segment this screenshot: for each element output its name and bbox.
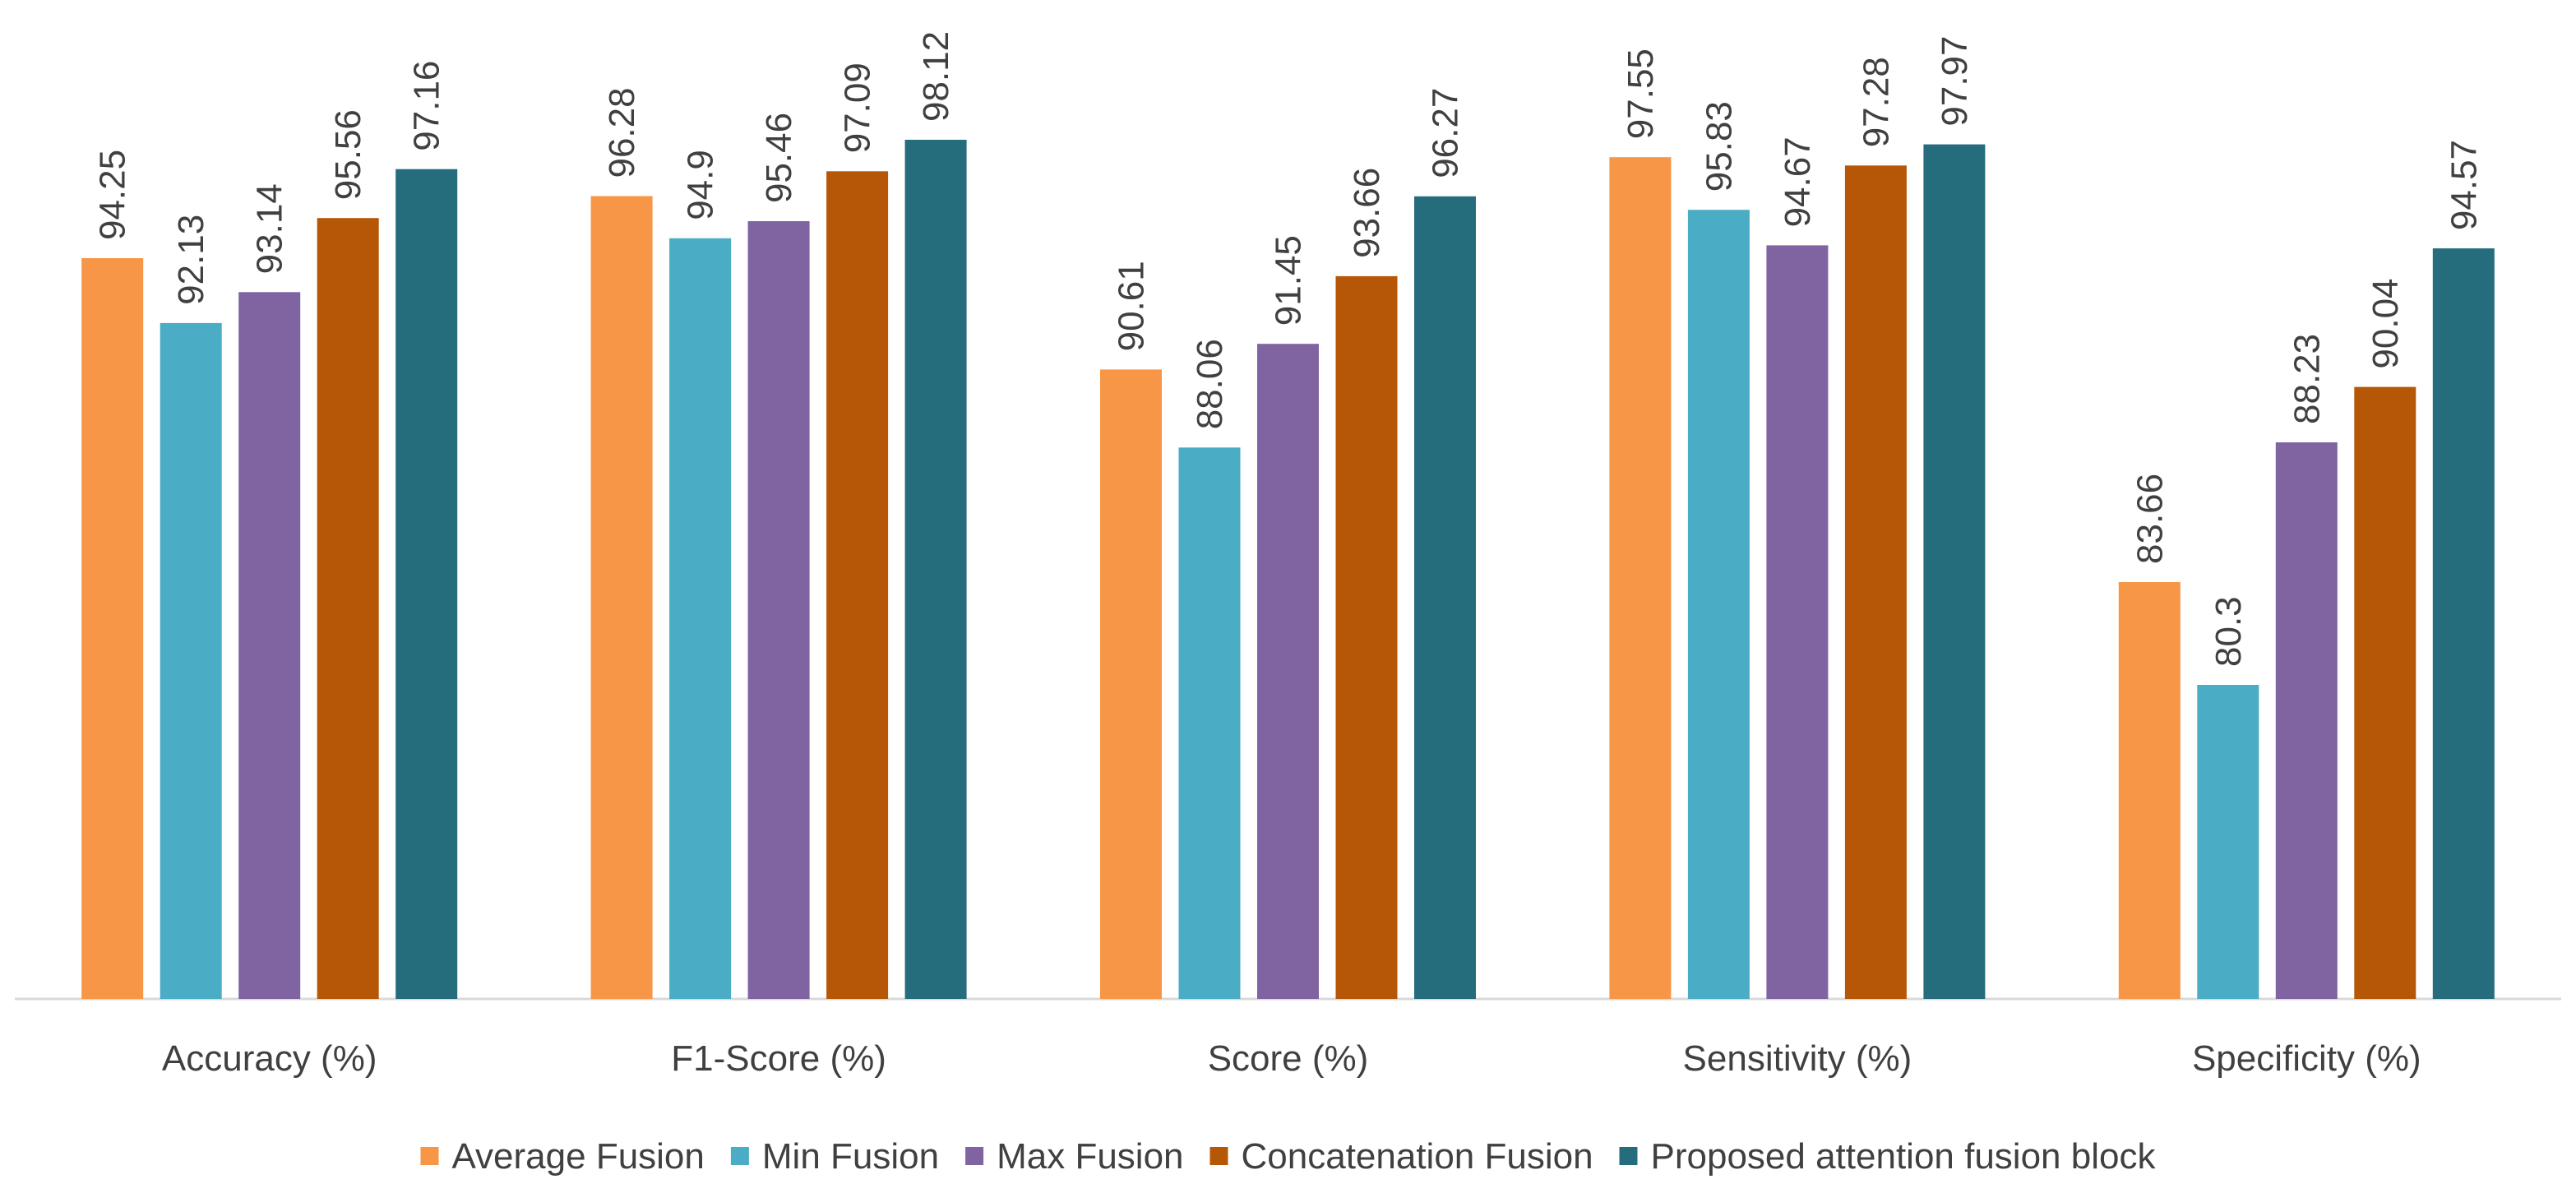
legend-swatch — [1209, 1147, 1228, 1165]
data-label: 94.25 — [93, 150, 133, 240]
legend-swatch — [730, 1147, 749, 1165]
legend-item: Min Fusion — [730, 1136, 939, 1177]
bar — [2118, 582, 2181, 999]
data-label: 97.28 — [1856, 57, 1896, 147]
data-label: 93.66 — [1347, 168, 1387, 258]
bar — [1687, 210, 1750, 999]
legend-label: Min Fusion — [762, 1136, 939, 1177]
legend-item: Proposed attention fusion block — [1619, 1136, 2157, 1177]
data-label: 96.27 — [1426, 88, 1466, 178]
category-label: Sensitivity (%) — [1683, 1038, 1912, 1079]
bar — [1844, 165, 1907, 1000]
legend-label: Average Fusion — [452, 1136, 705, 1177]
bar — [1335, 275, 1398, 999]
data-label: 90.61 — [1112, 261, 1152, 351]
data-label: 97.97 — [1935, 35, 1975, 126]
bar — [904, 140, 967, 999]
data-labels-layer: 94.25 92.13 93.14 95.56 97.16 96.28 94.9 95.46 9… — [93, 31, 2485, 667]
bar — [669, 238, 732, 999]
category-label: F1-Score (%) — [671, 1038, 886, 1079]
bar — [2432, 248, 2495, 1000]
legend: Average Fusion Min Fusion Max Fusion Concat… — [420, 1136, 2157, 1177]
data-label: 88.06 — [1190, 339, 1230, 429]
data-label: 92.13 — [171, 215, 211, 305]
bar — [1100, 369, 1162, 999]
data-label: 97.16 — [407, 61, 447, 151]
category-axis: Accuracy (%) F1-Score (%) Score (%) Sensiti… — [162, 1038, 2421, 1079]
data-label: 88.23 — [2287, 334, 2327, 424]
bar — [81, 258, 144, 999]
data-label: 95.56 — [328, 109, 368, 200]
legend-swatch — [1619, 1147, 1638, 1165]
bar — [1414, 196, 1476, 1000]
category-label: Accuracy (%) — [162, 1038, 377, 1079]
legend-item: Concatenation Fusion — [1209, 1136, 1593, 1177]
legend-item: Max Fusion — [965, 1136, 1184, 1177]
data-label: 94.9 — [681, 150, 721, 220]
data-label: 95.46 — [759, 113, 799, 203]
data-label: 98.12 — [916, 31, 956, 122]
bar — [1609, 157, 1672, 999]
bar — [1766, 245, 1829, 999]
legend-label: Concatenation Fusion — [1242, 1136, 1593, 1177]
bar — [590, 196, 653, 999]
legend-label: Proposed attention fusion block — [1651, 1136, 2157, 1177]
bar — [2354, 386, 2416, 1000]
data-label: 94.57 — [2444, 140, 2484, 230]
bar — [1178, 447, 1241, 999]
bar — [2197, 685, 2259, 999]
category-label: Specificity (%) — [2192, 1038, 2421, 1079]
data-label: 90.04 — [2366, 278, 2406, 368]
category-label: Score (%) — [1208, 1038, 1369, 1079]
data-label: 80.3 — [2208, 596, 2249, 667]
bars-layer — [81, 140, 2495, 1000]
bar — [160, 322, 222, 999]
data-label: 96.28 — [602, 87, 642, 178]
data-label: 83.66 — [2130, 474, 2170, 564]
bar — [317, 218, 379, 999]
bar — [826, 171, 889, 1000]
data-label: 91.45 — [1269, 235, 1309, 326]
bar — [2275, 442, 2338, 999]
legend-label: Max Fusion — [997, 1136, 1183, 1177]
bar — [1257, 344, 1319, 999]
bar — [395, 169, 458, 999]
legend-item: Average Fusion — [420, 1136, 705, 1177]
data-label: 93.14 — [250, 183, 290, 274]
bar — [747, 221, 810, 999]
bar — [238, 292, 301, 999]
legend-swatch — [965, 1147, 984, 1165]
bar — [1923, 144, 1986, 1000]
data-label: 97.09 — [838, 62, 878, 153]
legend-swatch — [420, 1147, 439, 1165]
data-label: 97.55 — [1621, 49, 1661, 139]
data-label: 94.67 — [1778, 136, 1818, 227]
data-label: 95.83 — [1699, 101, 1739, 192]
